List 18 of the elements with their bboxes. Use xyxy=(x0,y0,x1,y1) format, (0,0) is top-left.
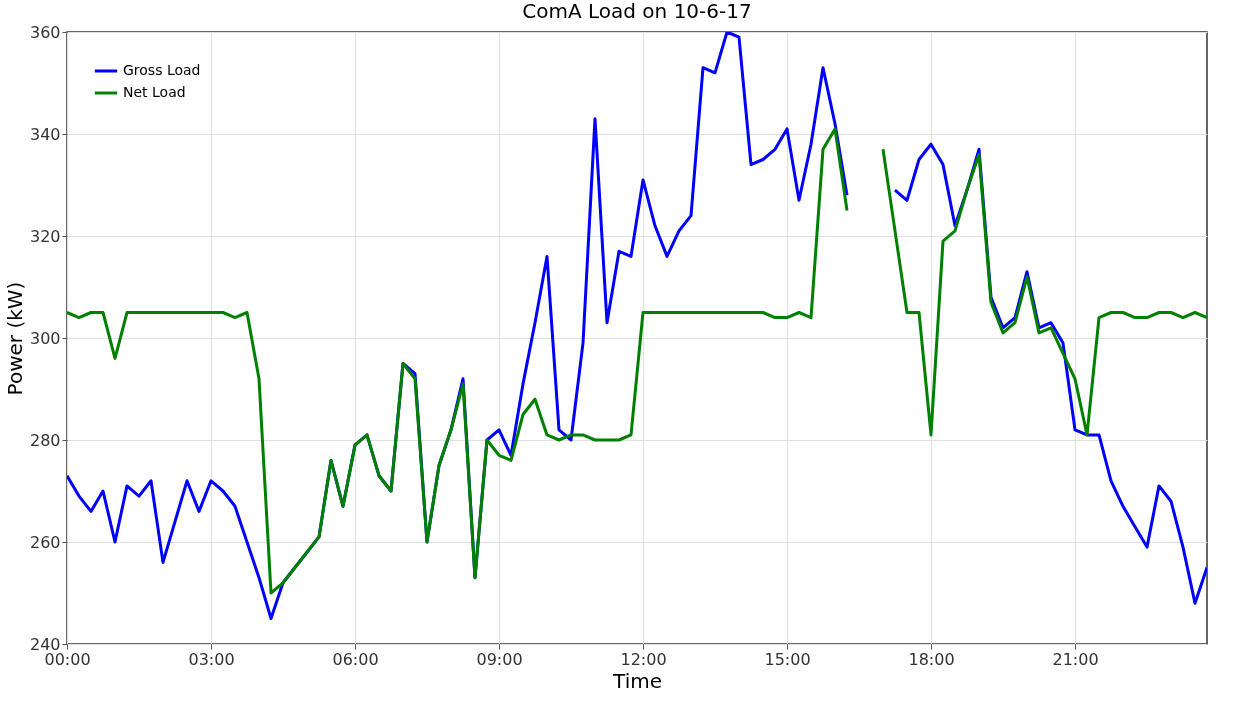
y-tick-label: 260 xyxy=(29,532,61,552)
y-tick-label: 320 xyxy=(29,226,61,246)
y-tick-label: 340 xyxy=(29,124,61,144)
x-axis-title: Time xyxy=(612,668,662,693)
x-tick-label: 12:00 xyxy=(620,649,667,669)
x-tick-label: 15:00 xyxy=(764,649,811,669)
x-tick-label: 03:00 xyxy=(188,649,235,669)
y-tick-label: 360 xyxy=(29,22,61,42)
x-tick-label: 21:00 xyxy=(1052,649,1099,669)
y-axis-title: Power (kW) xyxy=(2,281,27,396)
y-tick-label: 280 xyxy=(29,430,61,450)
x-tick-label: 09:00 xyxy=(476,649,523,669)
x-tick-label: 18:00 xyxy=(908,649,955,669)
x-tick-label: 06:00 xyxy=(332,649,379,669)
legend-label: Net Load xyxy=(123,84,186,100)
chart-title: ComA Load on 10-6-17 xyxy=(522,0,752,23)
y-tick-label: 300 xyxy=(29,328,61,348)
legend-label: Gross Load xyxy=(123,62,201,78)
